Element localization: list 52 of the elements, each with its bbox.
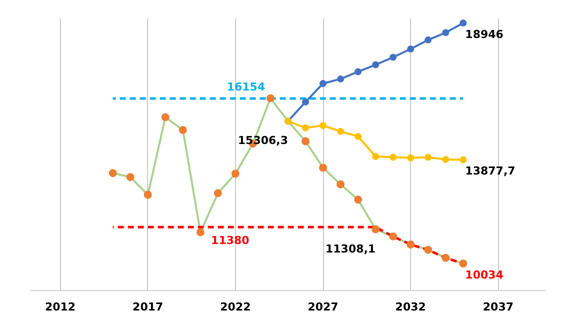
point [336, 180, 345, 188]
point [459, 259, 468, 268]
point [372, 225, 380, 234]
point [302, 137, 310, 146]
x-tick-label: 2022 [220, 300, 251, 314]
point [389, 232, 398, 240]
point [214, 189, 222, 198]
point [161, 113, 170, 122]
point [424, 36, 432, 44]
annotation: 10034 [465, 268, 504, 282]
point [266, 94, 274, 102]
point [372, 153, 380, 160]
annotation: 11308,1 [325, 242, 376, 256]
point [460, 156, 467, 164]
annotation: 11380 [211, 234, 250, 248]
annotation: 15306,3 [238, 134, 288, 148]
point [231, 170, 240, 178]
point [442, 254, 450, 262]
point [372, 61, 380, 68]
point [460, 20, 467, 27]
point [442, 156, 450, 163]
point [108, 169, 117, 178]
point [407, 154, 414, 162]
point [424, 154, 432, 161]
point [354, 196, 362, 204]
point [354, 68, 362, 76]
point [442, 29, 450, 36]
annotation: 13877,7 [465, 164, 516, 178]
point [196, 228, 204, 236]
point [178, 126, 187, 134]
x-tick-label: 2027 [308, 300, 338, 314]
x-tick-label: 2012 [44, 300, 76, 314]
annotation: 18946 [465, 28, 504, 42]
x-tick-label: 2037 [482, 300, 514, 314]
point [302, 124, 310, 132]
x-tick-label: 2017 [132, 300, 164, 314]
point [406, 240, 415, 248]
point [320, 80, 327, 87]
point [337, 128, 344, 135]
point [354, 132, 362, 140]
point [320, 122, 327, 129]
point [424, 246, 432, 254]
point [337, 75, 344, 82]
point [302, 98, 310, 106]
point [126, 173, 134, 182]
point [407, 45, 414, 52]
x-tick-label: 2032 [395, 300, 426, 314]
point [144, 190, 152, 199]
point [390, 154, 397, 161]
point [319, 164, 328, 172]
point [390, 54, 397, 61]
annotation: 16154 [226, 80, 266, 94]
